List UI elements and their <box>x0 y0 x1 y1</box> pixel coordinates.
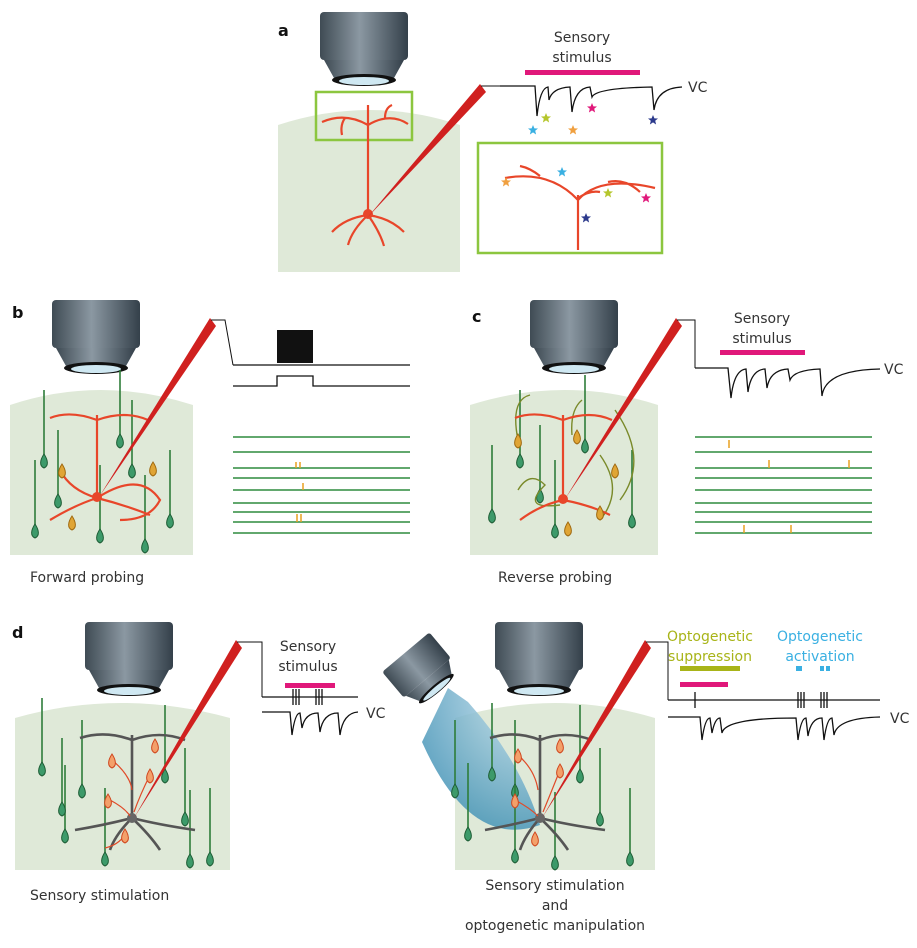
activation-label: Optogenetic <box>777 629 863 645</box>
current-trace <box>233 365 410 386</box>
caption: Forward probing <box>30 570 144 586</box>
lead <box>237 642 262 697</box>
caption: optogenetic manipulation <box>465 918 645 934</box>
stimulus-label: stimulus <box>278 659 337 675</box>
lead <box>646 642 668 700</box>
stimulus-label: Sensory <box>734 311 790 327</box>
stars <box>528 103 658 135</box>
figure: a Sensory stimulus VC b Forward probing … <box>0 0 917 948</box>
raster <box>233 437 410 533</box>
trace-label: VC <box>884 362 904 378</box>
suppression-label: Optogenetic <box>667 629 753 645</box>
caption: Reverse probing <box>498 570 612 586</box>
stimulus-bar <box>720 350 805 355</box>
objective <box>495 622 583 696</box>
stimulus-label: stimulus <box>552 50 611 66</box>
stimulus-bar <box>525 70 640 75</box>
raster <box>695 437 872 533</box>
vc-trace <box>668 717 880 740</box>
stimulus-label: Sensory <box>554 30 610 46</box>
stimulus-bar <box>285 683 335 688</box>
vc-trace <box>500 86 682 116</box>
stimulus-label: Sensory <box>280 639 336 655</box>
suppression-label: suppression <box>668 649 752 665</box>
tissue <box>15 703 230 870</box>
objective <box>52 300 140 374</box>
suppression-bar <box>680 666 740 671</box>
trace-label: VC <box>890 711 910 727</box>
vc-trace <box>262 712 358 735</box>
spike-burst <box>277 330 313 363</box>
caption: and <box>542 898 568 914</box>
panel-label: a <box>278 21 289 40</box>
objective <box>85 622 173 696</box>
activation-bars <box>796 666 830 671</box>
caption: Sensory stimulation <box>30 888 169 904</box>
trace-label: VC <box>366 706 386 722</box>
trace-label: VC <box>688 80 708 96</box>
objective <box>320 12 408 86</box>
panel-label: c <box>472 307 481 326</box>
panel-label: d <box>12 623 23 642</box>
spike-trace <box>668 692 880 708</box>
spike-trace <box>262 689 358 705</box>
objective <box>530 300 618 374</box>
caption: Sensory stimulation <box>485 878 624 894</box>
activation-label: activation <box>785 649 854 665</box>
vc-trace <box>695 368 880 398</box>
inset <box>478 143 662 253</box>
stimulus-label: stimulus <box>732 331 791 347</box>
panel-label: b <box>12 303 23 322</box>
stimulus-bar <box>680 682 728 687</box>
